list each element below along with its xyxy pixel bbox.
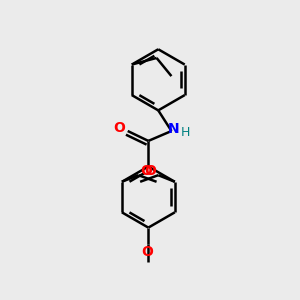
Text: O: O — [142, 245, 154, 260]
Text: H: H — [181, 126, 190, 139]
Text: O: O — [141, 164, 153, 178]
Text: O: O — [113, 121, 125, 135]
Text: N: N — [167, 122, 179, 136]
Text: O: O — [144, 164, 156, 178]
